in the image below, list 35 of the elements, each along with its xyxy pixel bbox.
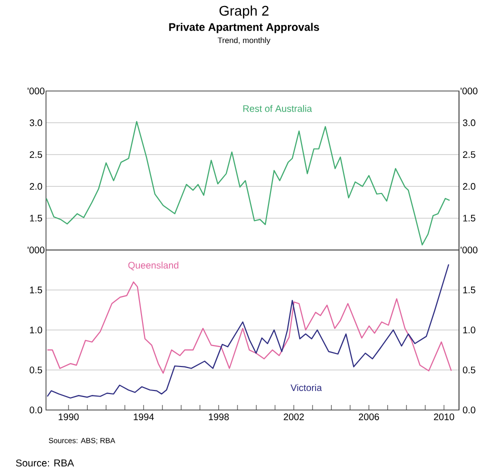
y2-tick-label: 0.0 — [462, 406, 476, 414]
y2-tick-label: 3.0 — [462, 119, 476, 126]
series-label: Queensland — [128, 262, 178, 270]
y2-tick-label: 0.5 — [462, 366, 476, 374]
y-tick-label: 2.5 — [30, 151, 42, 158]
x-tick-label: 1990 — [58, 414, 79, 420]
y-tick-label: 2.0 — [30, 183, 42, 190]
x-tick-label: 2006 — [358, 414, 379, 420]
y-axis-title: '000 — [28, 246, 44, 254]
y-tick-label: 1.0 — [30, 326, 42, 334]
source-note: Source: RBA — [16, 459, 74, 467]
x-tick-label: 1998 — [208, 414, 229, 420]
y2-axis-title: '000 — [460, 246, 478, 254]
caption: Graph 2 — [220, 5, 268, 18]
line-series — [46, 281, 452, 374]
line-series — [46, 120, 450, 246]
y-tick-label: 0.5 — [30, 366, 42, 374]
y-tick-label: 1.5 — [30, 214, 42, 222]
y2-tick-label: 2.0 — [463, 183, 476, 190]
x-tick-label: 2002 — [284, 414, 304, 420]
y-tick-label: 1.5 — [30, 286, 42, 294]
y-tick-label: 0.0 — [30, 406, 42, 414]
x-tick-label: 1994 — [134, 414, 154, 420]
text: Rest of Australia — [243, 105, 312, 112]
text: Victoria — [290, 384, 322, 392]
chart-title: Private Apartment Approvals — [169, 22, 320, 34]
x-tick-label: 2010 — [434, 414, 454, 420]
y2-tick-label: 1.5 — [463, 286, 476, 294]
y-axis-title: '000 — [28, 88, 44, 94]
line-series — [46, 264, 450, 399]
y-tick-label: 3.0 — [30, 119, 42, 126]
y2-tick-label: 1.0 — [463, 326, 476, 334]
y2-axis-title: '000 — [460, 88, 478, 94]
y2-tick-label: 1.5 — [463, 214, 476, 222]
y2-tick-label: 2.5 — [463, 151, 476, 158]
